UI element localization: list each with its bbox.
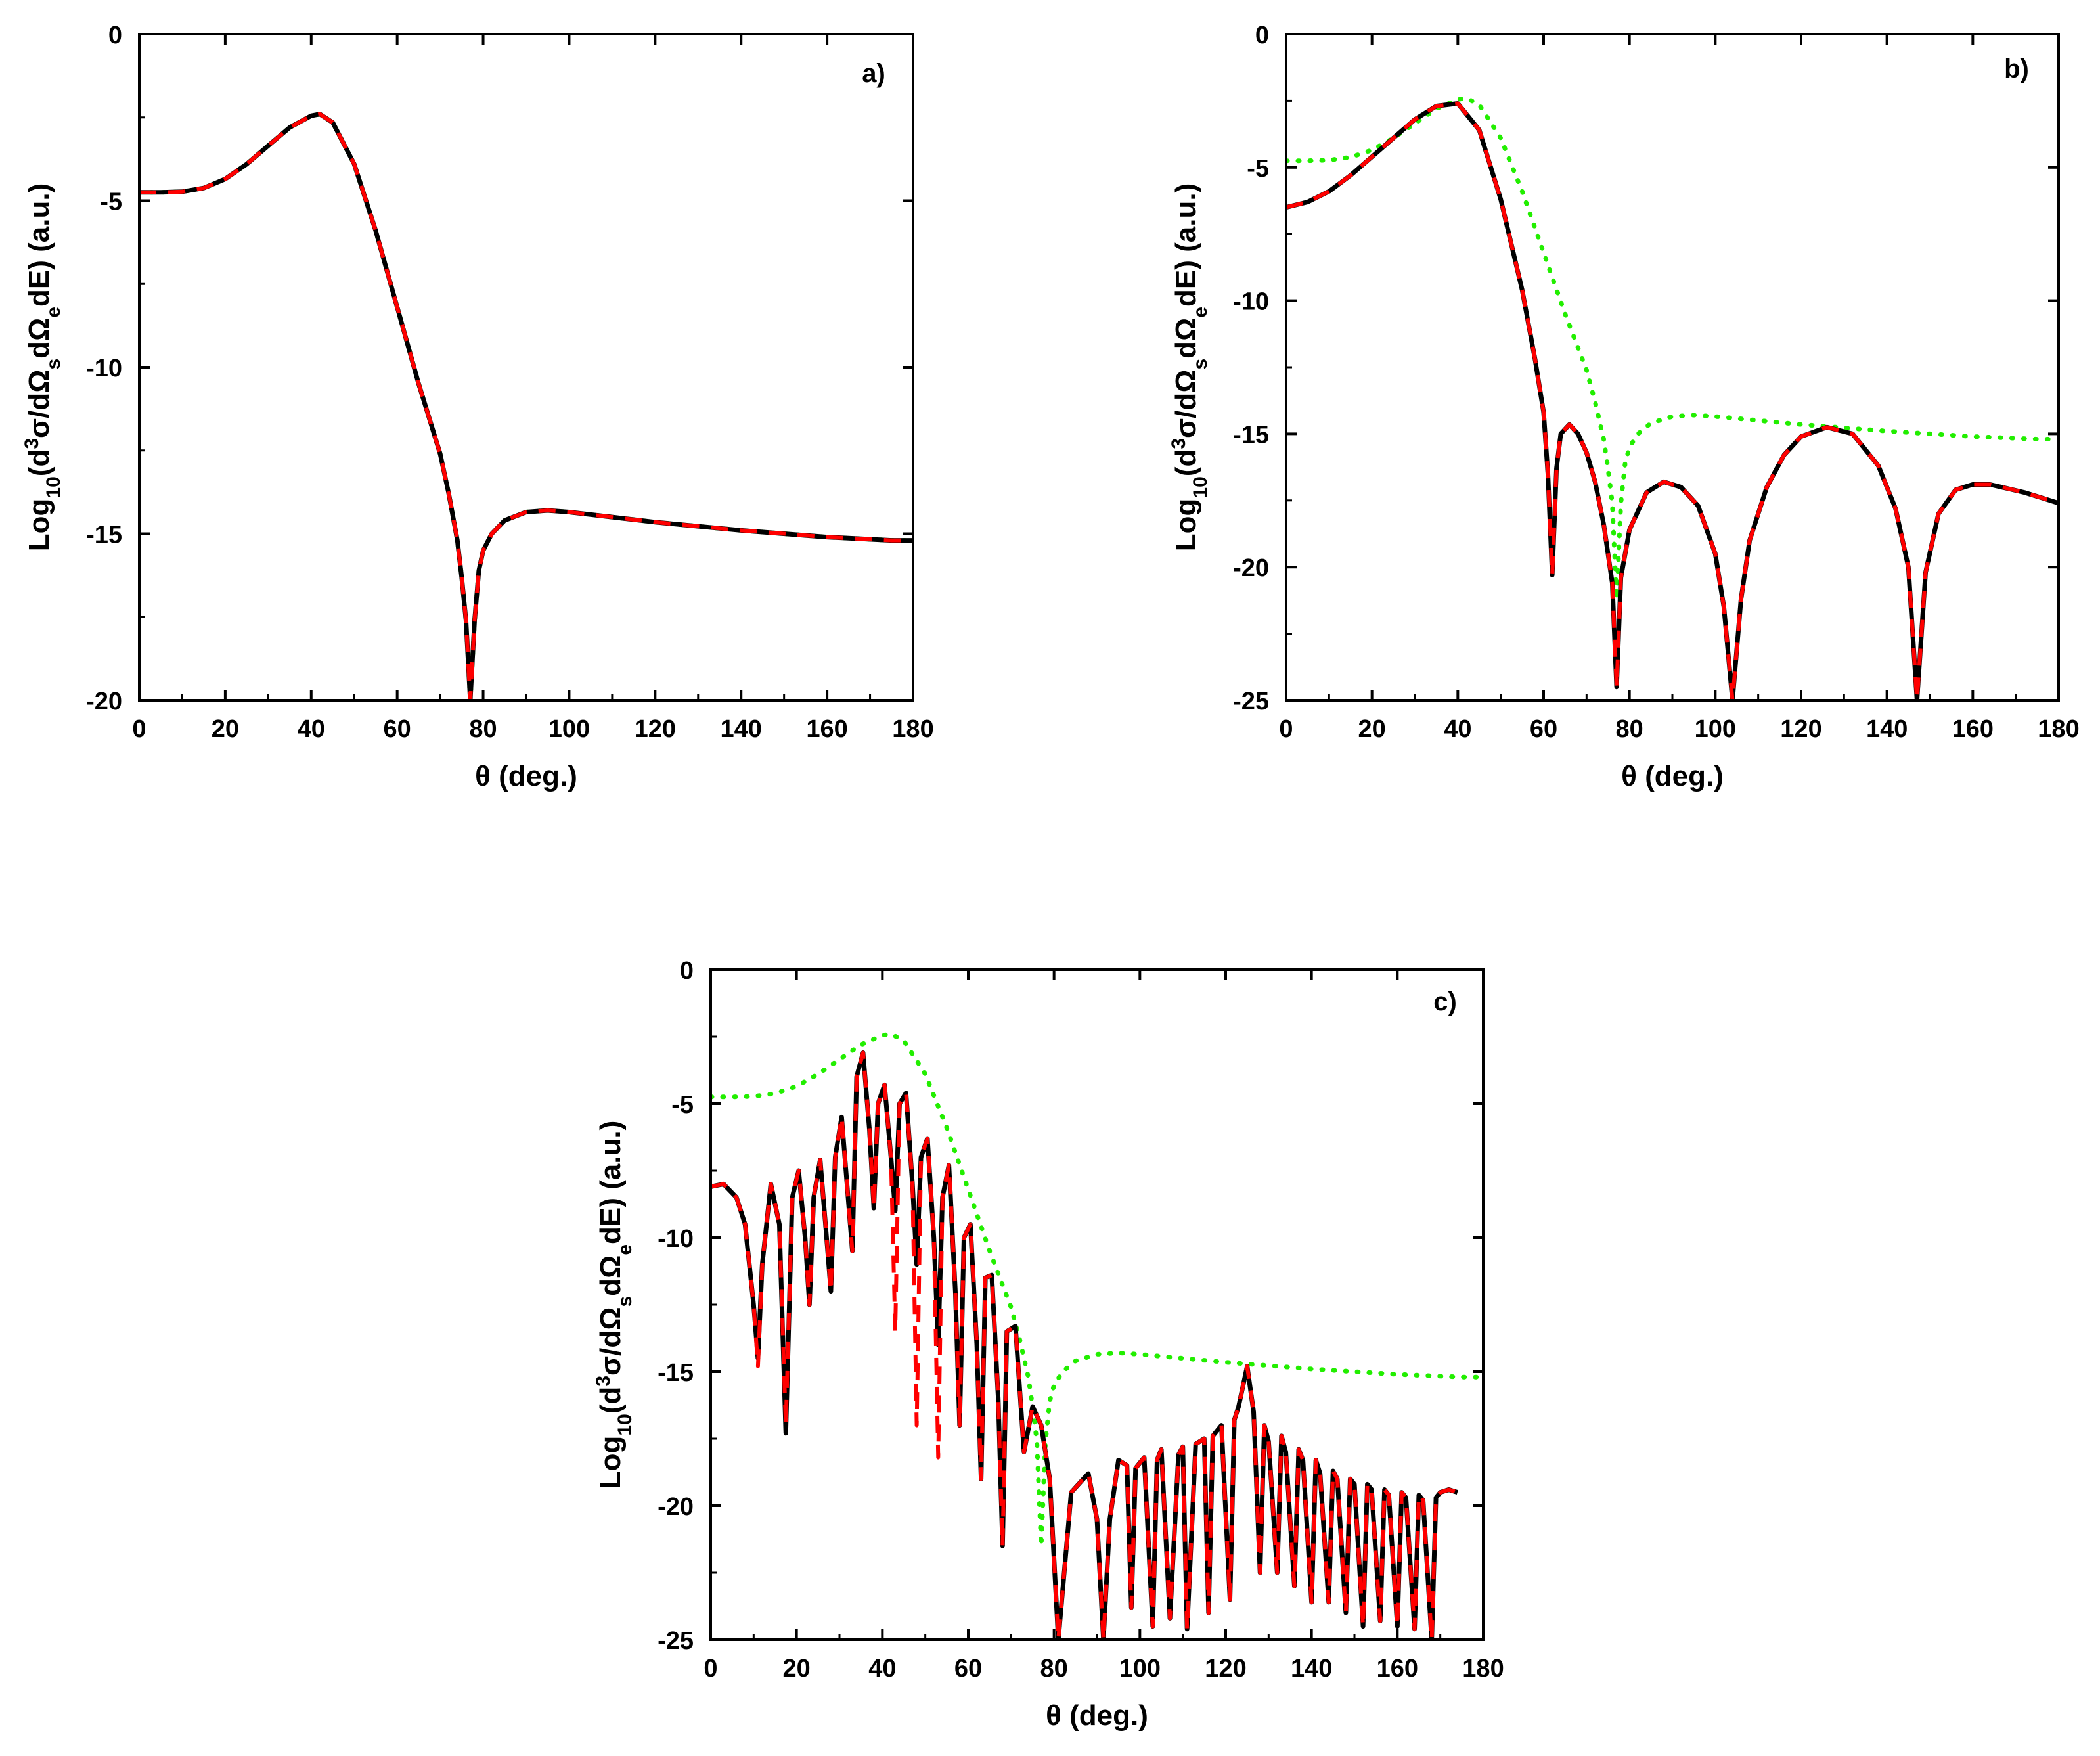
panel-c-y-tick-label: -5 <box>671 1091 694 1119</box>
panel-b-x-tick-label: 180 <box>2038 715 2079 743</box>
panel-a-x-tick-label: 0 <box>132 715 146 743</box>
panel-c-x-tick-label: 160 <box>1377 1655 1418 1682</box>
panel-a-x-tick-label: 140 <box>721 715 762 743</box>
panel-a-x-axis-title: θ (deg.) <box>475 760 577 792</box>
panel-a-series-green-dotted <box>139 112 913 700</box>
panel-c-y-tick-label: -25 <box>658 1627 694 1655</box>
panel-b-x-tick-label: 120 <box>1780 715 1821 743</box>
panel-c: 0 20 40 60 80 100 120 140 160 180 0 -5 -10 -15 -20 -25 θ… <box>592 957 1504 1732</box>
panel-c-y-tick-label: -20 <box>658 1493 694 1521</box>
panel-b-y-tick-label: -5 <box>1247 155 1269 183</box>
panel-a-x-tick-label: 40 <box>298 715 325 743</box>
panel-a-series-black-solid <box>139 112 913 700</box>
panel-a-y-tick-label: -20 <box>86 688 122 715</box>
panel-a-y-tick-label: -15 <box>86 522 122 549</box>
panel-b-y-tick-label: -10 <box>1233 288 1269 316</box>
panel-c-series-black-solid <box>711 1050 1458 1640</box>
panel-b-y-tick-label: -20 <box>1233 554 1269 582</box>
panel-c-x-tick-label: 100 <box>1119 1655 1161 1682</box>
panel-c-series-red-dashed <box>711 1050 1458 1640</box>
panel-b-label: b) <box>2004 55 2029 83</box>
panel-b-series-black-solid <box>1286 101 2059 700</box>
panel-a-x-tick-label: 60 <box>384 715 411 743</box>
panel-a-x-tick-label: 20 <box>212 715 239 743</box>
panel-b-x-tick-label: 60 <box>1530 715 1557 743</box>
panel-c-y-tick-label: -15 <box>658 1359 694 1387</box>
panel-b-x-tick-label: 0 <box>1279 715 1293 743</box>
panel-c-x-tick-label: 20 <box>783 1655 811 1682</box>
panel-b-x-tick-label: 40 <box>1444 715 1471 743</box>
panel-c-x-tick-label: 140 <box>1291 1655 1332 1682</box>
panel-a-x-tick-label: 120 <box>635 715 676 743</box>
panel-a-x-tick-label: 180 <box>892 715 933 743</box>
panel-b-x-tick-label: 140 <box>1866 715 1908 743</box>
panel-b-y-tick-label: -25 <box>1233 688 1269 715</box>
panel-a-x-tick-label: 100 <box>548 715 590 743</box>
panel-c-y-tick-label: -10 <box>658 1225 694 1253</box>
panel-c-label: c) <box>1433 987 1457 1016</box>
panel-b-x-tick-label: 20 <box>1358 715 1386 743</box>
panel-a-y-axis-title: Log10(d3σ/dΩsdΩedE) (a.u.) <box>21 183 64 551</box>
panel-b: 0 20 40 60 80 100 120 140 160 180 0 -5 -10 -15 -20 -25 θ… <box>1168 22 2080 792</box>
panel-b-series-red-dashed <box>1286 101 2059 700</box>
panel-b-x-tick-label: 80 <box>1616 715 1643 743</box>
panel-c-y-axis-title: Log10(d3σ/dΩsdΩedE) (a.u.) <box>592 1121 636 1489</box>
panel-b-y-axis-title: Log10(d3σ/dΩsdΩedE) (a.u.) <box>1168 183 1211 551</box>
panel-c-x-tick-label: 180 <box>1462 1655 1504 1682</box>
panel-a-y-tick-label: -10 <box>86 355 122 382</box>
panel-a-x-tick-label: 160 <box>806 715 847 743</box>
panel-b-y-tick-label: 0 <box>1255 22 1269 49</box>
panel-a-x-tick-label: 80 <box>469 715 497 743</box>
panel-b-x-tick-label: 160 <box>1952 715 1994 743</box>
panel-c-series-green-dotted <box>711 1031 1483 1548</box>
panel-a-y-tick-label: 0 <box>108 22 122 49</box>
panel-c-y-tick-label: 0 <box>680 957 694 985</box>
panel-c-x-tick-label: 0 <box>704 1655 717 1682</box>
panel-b-series-green-dotted <box>1286 95 2059 602</box>
panel-c-x-tick-label: 80 <box>1040 1655 1068 1682</box>
panel-a-label: a) <box>862 59 885 88</box>
panel-b-x-tick-label: 100 <box>1695 715 1736 743</box>
panel-b-y-tick-label: -15 <box>1233 421 1269 449</box>
panel-a: 0 20 40 60 80 100 120 140 160 180 0 -5 -10 -15 -20 θ (d… <box>21 22 934 792</box>
panel-c-x-tick-label: 40 <box>868 1655 896 1682</box>
panel-c-x-tick-label: 120 <box>1205 1655 1246 1682</box>
panel-a-y-tick-label: -5 <box>100 189 122 216</box>
panel-c-x-tick-label: 60 <box>954 1655 982 1682</box>
panel-a-series-red-dashed <box>139 112 913 700</box>
panel-c-x-axis-title: θ (deg.) <box>1046 1700 1148 1732</box>
panel-a-plot-frame <box>138 33 914 702</box>
panel-b-x-axis-title: θ (deg.) <box>1621 760 1724 792</box>
